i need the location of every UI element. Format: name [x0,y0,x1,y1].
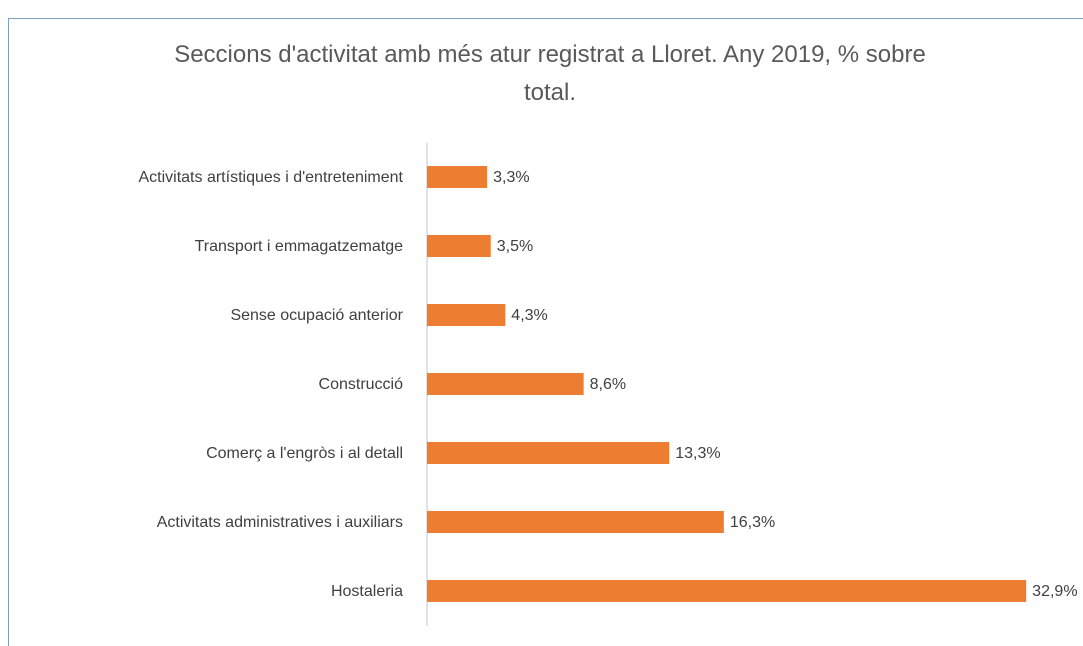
bar [427,580,1027,602]
bar [427,511,724,533]
chart-frame [8,18,1083,646]
value-label: 13,3% [675,445,720,462]
bar [427,373,584,395]
value-label: 3,5% [497,238,533,255]
y-tick-label: Activitats administratives i auxiliars [157,514,403,531]
y-tick-label: Comerç a l'engròs i al detall [206,445,403,462]
value-label: 8,6% [590,376,626,393]
value-label: 16,3% [730,514,775,531]
value-label: 4,3% [511,307,547,324]
bar [427,304,506,326]
chart-title: Seccions d'activitat amb més atur regist… [174,41,926,106]
bar [427,166,488,188]
y-tick-label: Activitats artístiques i d'entreteniment [138,169,403,186]
value-label: 3,3% [493,169,529,186]
y-tick-label: Transport i emmagatzematge [195,238,403,255]
value-label: 32,9% [1032,583,1077,600]
bar [427,442,670,464]
bar [427,235,491,257]
y-tick-label: Construcció [319,376,404,393]
y-tick-label: Sense ocupació anterior [230,307,403,324]
y-tick-label: Hostaleria [331,583,403,600]
